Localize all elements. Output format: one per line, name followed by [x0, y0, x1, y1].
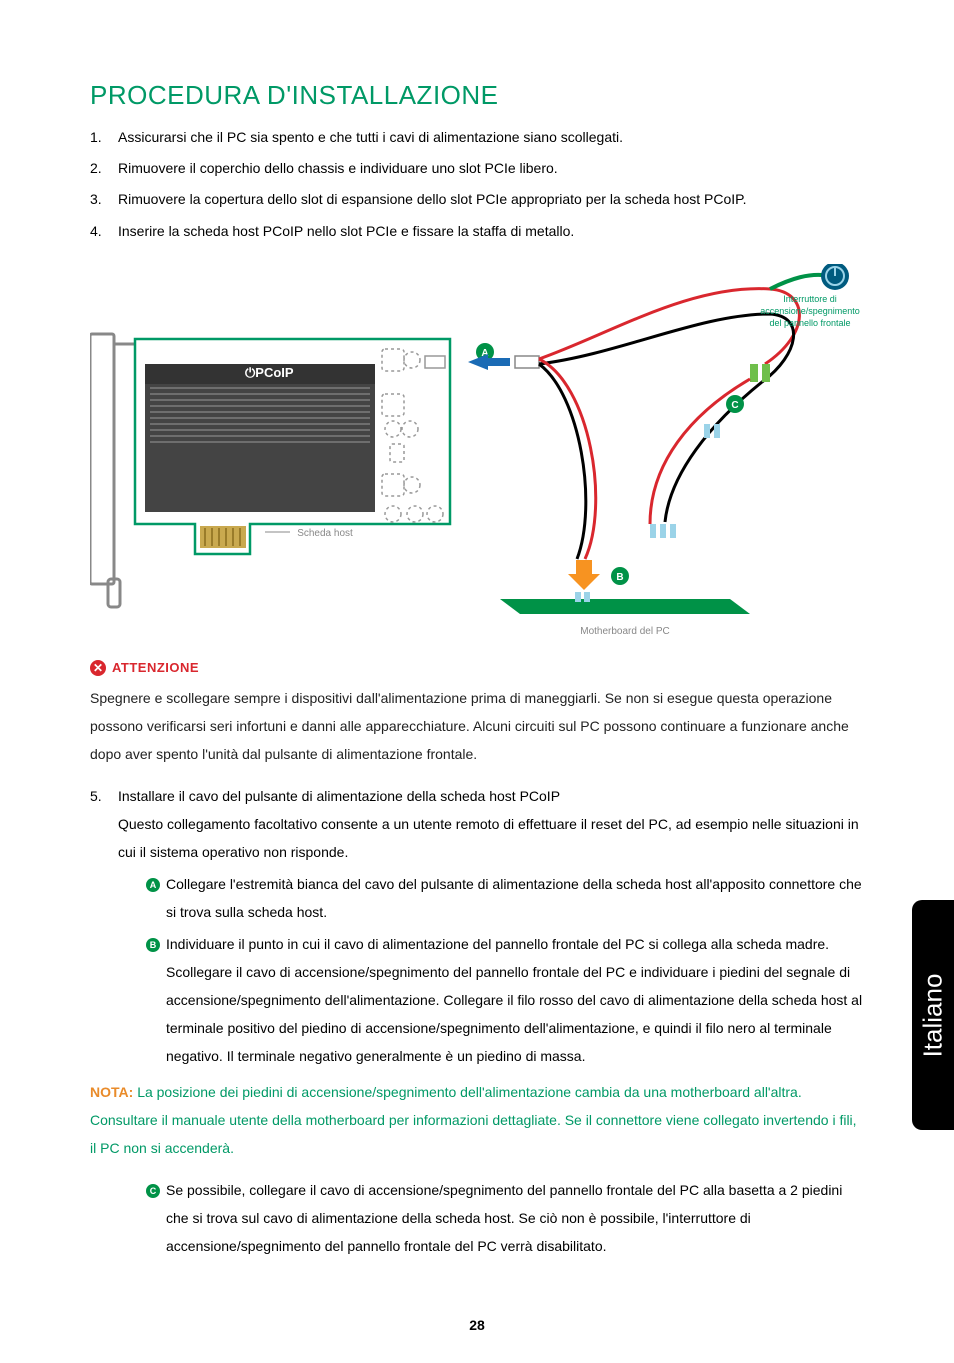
badge-c: C: [731, 400, 738, 411]
step5-head: Installare il cavo del pulsante di alime…: [118, 782, 864, 810]
sub-c-text: Se possibile, collegare il cavo di accen…: [166, 1176, 864, 1260]
language-tab: Italiano: [912, 900, 954, 1130]
step-text: Rimuovere il coperchio dello chassis e i…: [118, 156, 558, 181]
badge-a-inline: A: [146, 878, 160, 892]
step-num: 4.: [90, 219, 118, 244]
step-num: 1.: [90, 125, 118, 150]
motherboard-label: Motherboard del PC: [580, 626, 670, 637]
attention-label: ATTENZIONE: [112, 660, 199, 675]
nota-block: NOTA: La posizione dei piedini di accens…: [90, 1078, 864, 1162]
sub-a-text: Collegare l'estremità bianca del cavo de…: [166, 870, 864, 926]
sub-c: C Se possibile, collegare il cavo di acc…: [146, 1176, 864, 1260]
step-text: Assicurarsi che il PC sia spento e che t…: [118, 125, 623, 150]
page-title: PROCEDURA D'INSTALLAZIONE: [90, 80, 864, 111]
step-3: 3.Rimuovere la copertura dello slot di e…: [90, 187, 864, 212]
step5-desc: Questo collegamento facoltativo consente…: [118, 810, 864, 866]
badge-b-inline: B: [146, 938, 160, 952]
nota-label: NOTA:: [90, 1084, 133, 1100]
sub-b: B Individuare il punto in cui il cavo di…: [146, 930, 864, 1070]
attention-body: Spegnere e scollegare sempre i dispositi…: [90, 684, 864, 768]
switch-label-3: del pannello frontale: [769, 318, 850, 328]
attention-heading: ✕ ATTENZIONE: [90, 660, 864, 676]
switch-label-1: Interruttore di: [783, 294, 837, 304]
switch-label-2: accensione/spegnimento: [760, 306, 860, 316]
step-num: 5.: [90, 782, 118, 1070]
step-1: 1.Assicurarsi che il PC sia spento e che…: [90, 125, 864, 150]
sub-a: A Collegare l'estremità bianca del cavo …: [146, 870, 864, 926]
install-steps: 1.Assicurarsi che il PC sia spento e che…: [90, 125, 864, 244]
step-text: Rimuovere la copertura dello slot di esp…: [118, 187, 747, 212]
step-5: 5. Installare il cavo del pulsante di al…: [90, 782, 864, 1070]
step-4: 4.Inserire la scheda host PCoIP nello sl…: [90, 219, 864, 244]
step-text: Inserire la scheda host PCoIP nello slot…: [118, 219, 574, 244]
step-num: 2.: [90, 156, 118, 181]
attention-icon: ✕: [90, 660, 106, 676]
nota-body: La posizione dei piedini di accensione/s…: [90, 1084, 857, 1156]
install-diagram: ⏻PCoIP Scheda host A: [90, 264, 864, 644]
sub-c-wrap: C Se possibile, collegare il cavo di acc…: [90, 1176, 864, 1260]
badge-b: B: [616, 572, 623, 583]
step-num: 3.: [90, 187, 118, 212]
badge-c-inline: C: [146, 1184, 160, 1198]
chip-label: ⏻PCoIP: [245, 365, 294, 380]
step-2: 2.Rimuovere il coperchio dello chassis e…: [90, 156, 864, 181]
sub-b-text: Individuare il punto in cui il cavo di a…: [166, 930, 864, 1070]
language-tab-text: Italiano: [918, 973, 949, 1057]
host-card-label: Scheda host: [297, 528, 353, 539]
page-number: 28: [0, 1317, 954, 1333]
